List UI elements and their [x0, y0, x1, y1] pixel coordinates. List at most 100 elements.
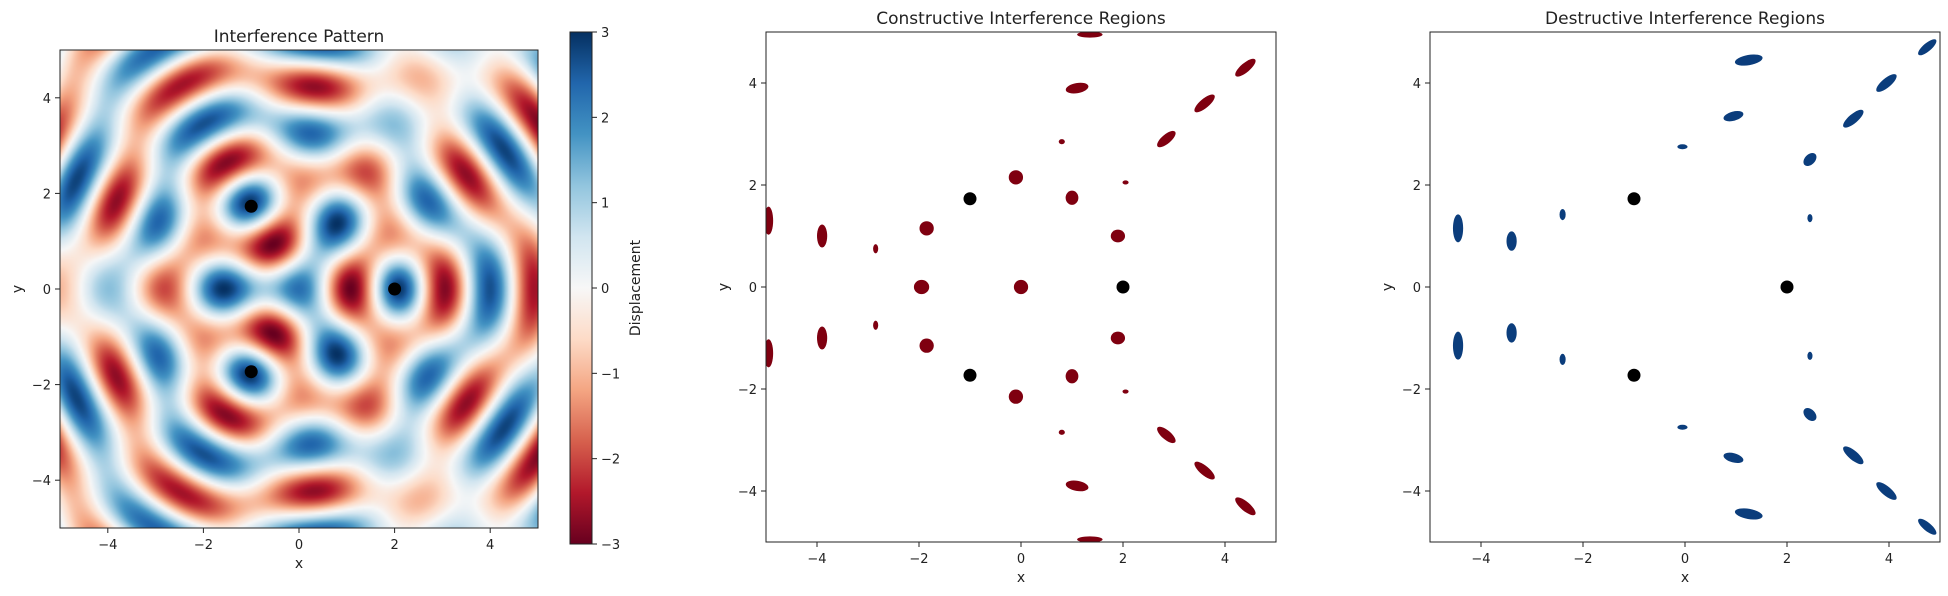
x-tick-label: 4 — [486, 538, 494, 553]
x-tick-label: 2 — [390, 538, 398, 553]
colorbar-gradient — [569, 31, 593, 545]
y-tick-label: 2 — [749, 179, 757, 194]
interference-region — [1807, 214, 1813, 223]
chart-panel-3: −4 −2 0 2 4 −4 −2 0 2 4 x y Destructive Interference… — [1380, 9, 1941, 586]
interference-region — [1723, 110, 1744, 122]
y-tick-label: 2 — [43, 187, 51, 202]
colorbar: −3 −2 −1 0 1 2 3 Displacement — [569, 26, 644, 553]
interference-region — [1008, 389, 1024, 404]
y-tick-label: 0 — [1413, 281, 1421, 296]
x-tick-label: −4 — [807, 552, 826, 567]
colorbar-tick-label: 2 — [601, 111, 609, 126]
interference-region — [1723, 452, 1744, 464]
x-tick-label: −4 — [1471, 552, 1490, 567]
x-axis-label: x — [295, 556, 303, 572]
source-point — [1780, 280, 1794, 294]
interference-region — [873, 244, 879, 254]
interference-region — [1918, 39, 1937, 56]
interference-region — [1008, 170, 1024, 185]
interference-region — [1506, 231, 1517, 251]
interference-region — [1452, 331, 1464, 360]
interference-region — [1803, 152, 1817, 167]
x-tick-label: 0 — [1681, 552, 1689, 567]
x-axis-label: x — [1017, 570, 1025, 586]
interference-region — [1065, 480, 1089, 492]
interference-region — [1058, 139, 1065, 145]
interference-region — [1807, 351, 1813, 360]
y-tick-label: 0 — [749, 281, 757, 296]
regions — [766, 32, 1256, 542]
colorbar-tick-label: −1 — [601, 367, 620, 382]
interference-region — [1843, 446, 1864, 465]
interference-region — [1235, 497, 1256, 516]
source-point — [1627, 368, 1641, 382]
regions — [1452, 39, 1937, 535]
source-point — [244, 365, 258, 379]
plot-frame — [765, 31, 1277, 543]
interference-region — [1734, 508, 1763, 520]
chart-title: Interference Pattern — [214, 27, 385, 47]
interference-region — [766, 339, 774, 368]
interference-region — [919, 338, 934, 353]
chart-title: Constructive Interference Regions — [876, 9, 1166, 29]
interference-region — [1194, 94, 1215, 113]
x-tick-label: 0 — [295, 538, 303, 553]
interference-region — [1157, 130, 1176, 148]
colorbar-tick-label: 0 — [601, 282, 609, 297]
colorbar-tick-label: −2 — [601, 453, 620, 468]
chart-panel-1: −4 −2 0 2 4 −4 −2 0 2 4 x y Interference Pattern — [10, 27, 539, 572]
y-tick-label: −2 — [738, 383, 757, 398]
y-tick-label: 0 — [43, 283, 51, 298]
x-tick-label: 2 — [1783, 552, 1791, 567]
y-axis-label: y — [10, 285, 26, 293]
interference-region — [1065, 369, 1079, 384]
interference-region — [1876, 74, 1897, 92]
y-tick-label: 4 — [43, 92, 51, 107]
y-tick-label: −2 — [32, 379, 51, 394]
y-tick-label: −2 — [1402, 383, 1421, 398]
colorbar-tick-label: 3 — [601, 26, 609, 41]
x-tick-label: −4 — [98, 538, 117, 553]
interference-region — [1506, 323, 1517, 343]
interference-region — [1122, 389, 1129, 394]
interference-region — [1077, 32, 1103, 38]
x-tick-label: −2 — [1573, 552, 1592, 567]
y-axis-label: y — [1380, 283, 1396, 291]
x-tick-label: 4 — [1885, 552, 1893, 567]
interference-region — [766, 206, 774, 235]
interference-region — [817, 224, 828, 248]
x-tick-label: 4 — [1221, 552, 1229, 567]
interference-region — [1077, 536, 1103, 542]
interference-region — [1843, 109, 1864, 128]
source-point — [963, 192, 977, 206]
plot-frame — [59, 49, 539, 529]
interference-region — [1065, 190, 1079, 205]
source-point — [388, 282, 402, 296]
source-point — [963, 368, 977, 382]
x-tick-label: 2 — [1119, 552, 1127, 567]
interference-region — [1677, 424, 1688, 430]
interference-region — [1194, 461, 1215, 480]
y-tick-label: 4 — [749, 77, 757, 92]
interference-region — [873, 320, 879, 330]
interference-region — [1013, 279, 1029, 295]
source-point — [244, 199, 258, 213]
interference-region — [1110, 331, 1126, 345]
interference-region — [1110, 229, 1126, 243]
interference-region — [919, 221, 934, 236]
interference-region — [1065, 82, 1089, 94]
source-point — [1627, 192, 1641, 206]
interference-region — [1559, 353, 1566, 366]
x-tick-label: −2 — [909, 552, 928, 567]
interference-region — [913, 279, 930, 295]
y-tick-label: 2 — [1413, 179, 1421, 194]
interference-region — [1452, 214, 1464, 243]
interference-region — [1559, 208, 1566, 221]
x-axis-label: x — [1681, 570, 1689, 586]
chart-title: Destructive Interference Regions — [1545, 9, 1825, 29]
interference-region — [1876, 482, 1897, 500]
y-tick-label: −4 — [738, 485, 757, 500]
interference-region — [1918, 518, 1937, 535]
interference-region — [1734, 54, 1763, 66]
